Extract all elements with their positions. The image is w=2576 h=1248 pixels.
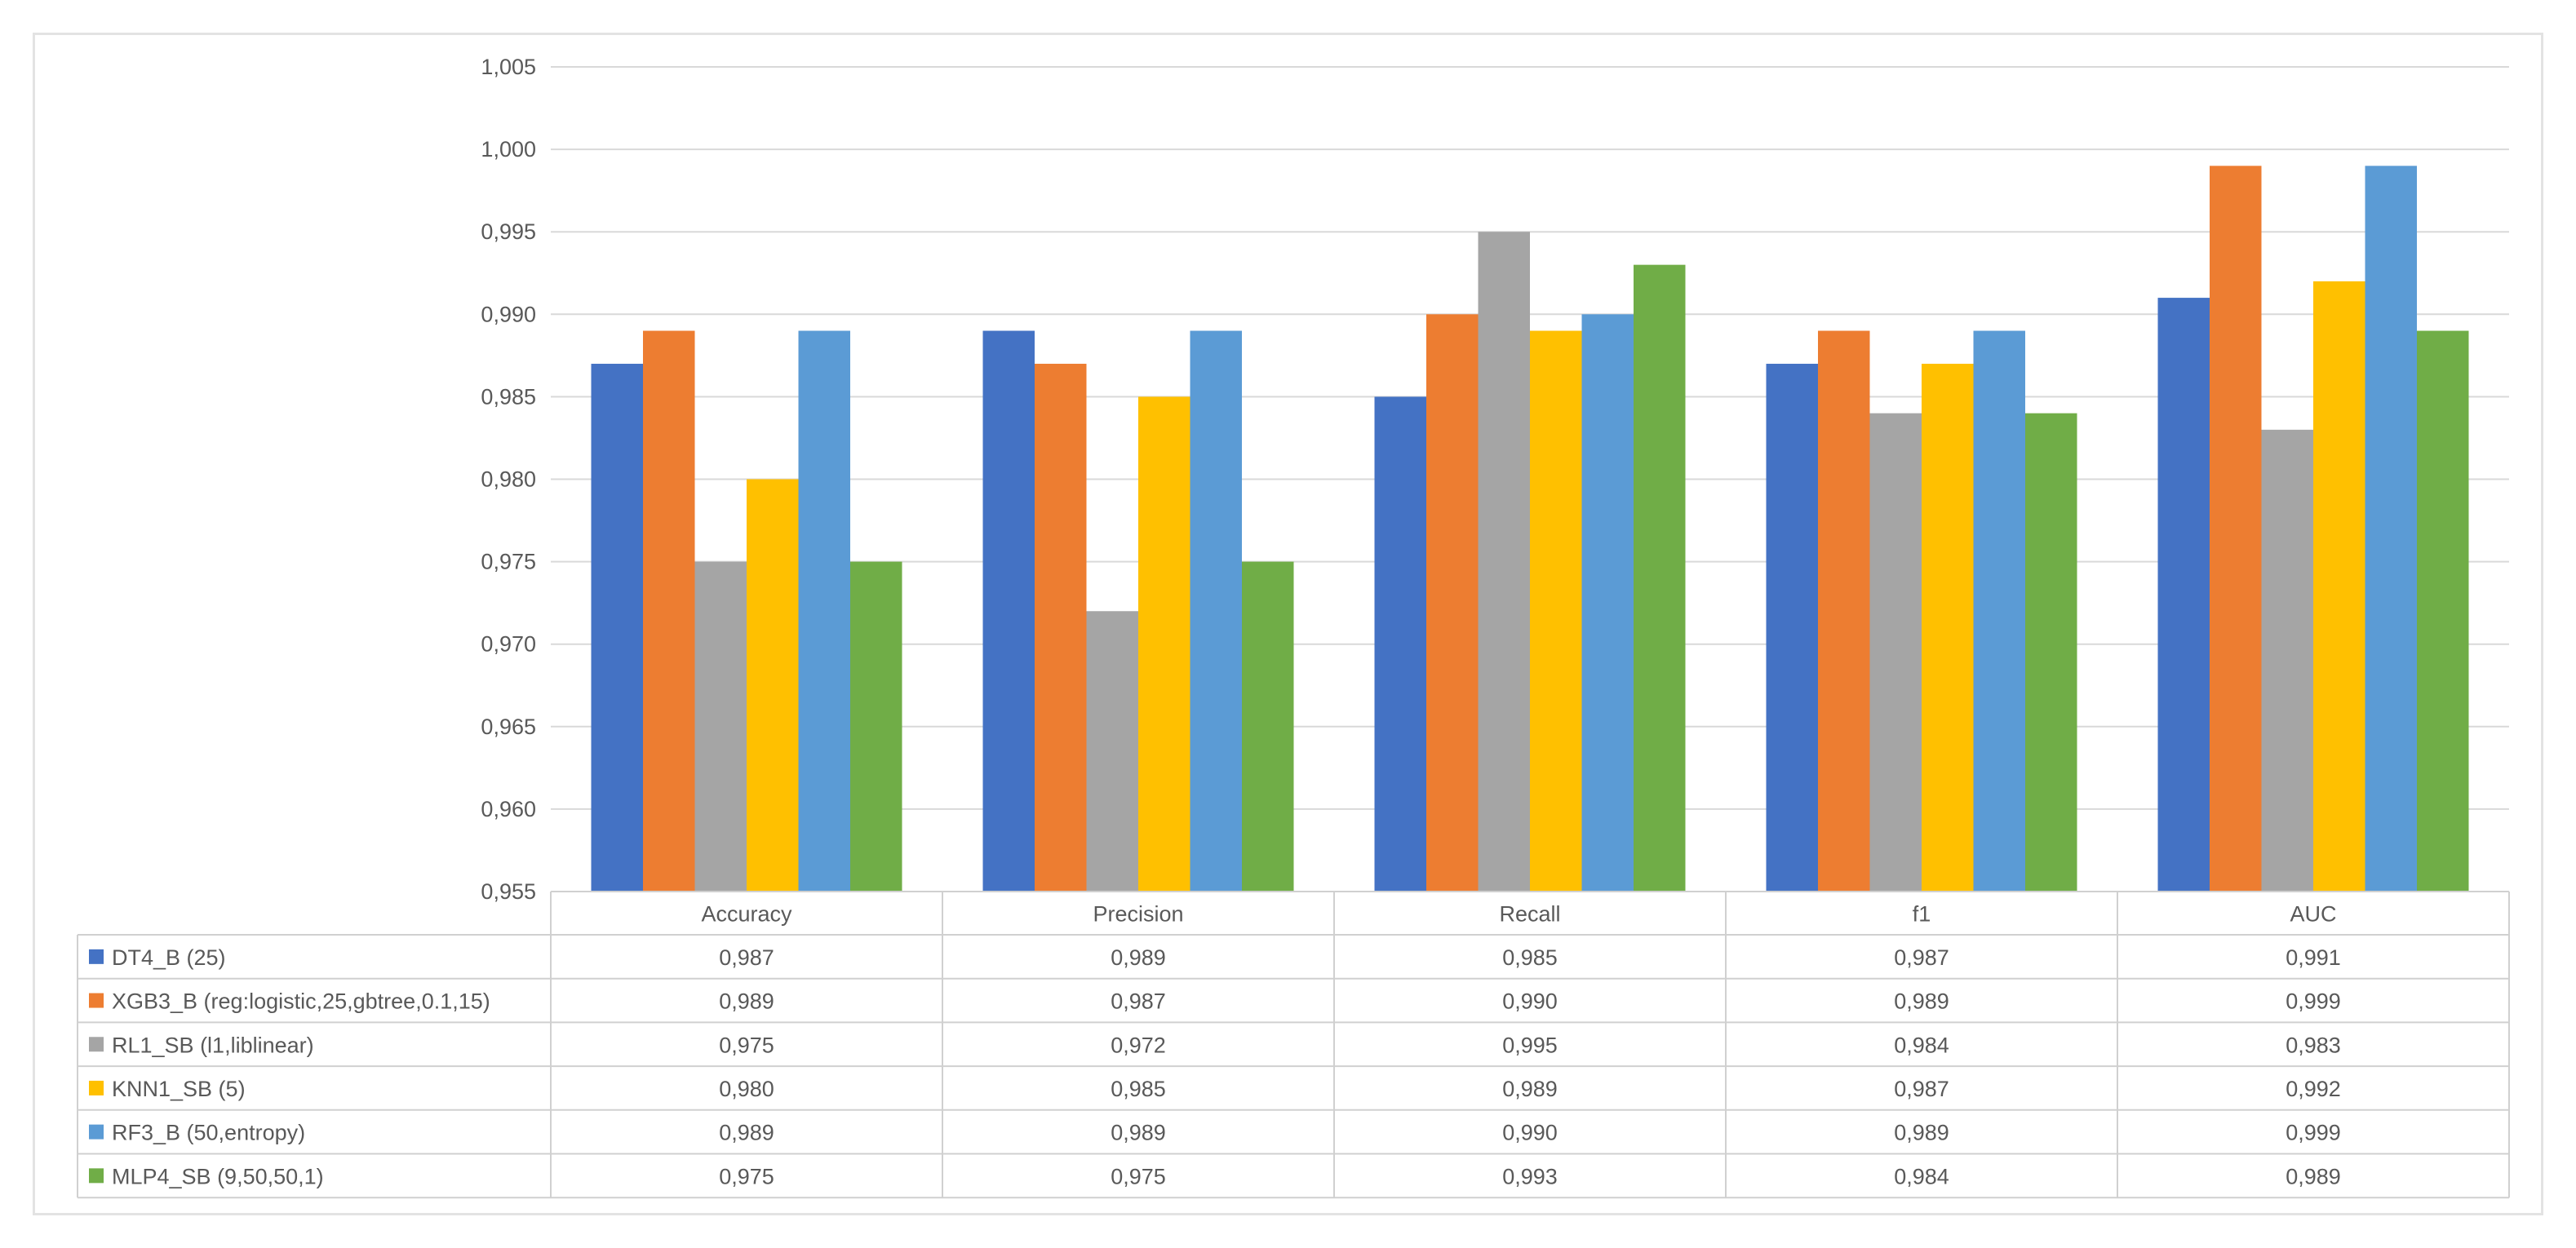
bar	[1242, 561, 1294, 892]
table-value: 0,990	[1502, 1121, 1558, 1145]
bar	[850, 561, 902, 892]
legend-key	[89, 1124, 104, 1140]
legend-label: DT4_B (25)	[112, 945, 226, 970]
y-tick-label: 0,955	[481, 879, 536, 904]
table-value: 0,989	[2286, 1164, 2341, 1188]
legend-key	[89, 1080, 104, 1095]
table-value: 0,987	[1894, 945, 1949, 970]
table-value: 0,983	[2286, 1033, 2341, 1057]
y-tick-label: 0,960	[481, 797, 536, 821]
category-label: Precision	[1093, 902, 1183, 927]
bar	[1869, 413, 1922, 892]
table-value: 0,984	[1894, 1033, 1949, 1057]
legend-key	[89, 949, 104, 964]
table-value: 0,993	[1502, 1164, 1558, 1188]
bar	[694, 561, 747, 892]
chart-frame	[33, 33, 2543, 1215]
table-value: 0,975	[719, 1164, 774, 1188]
y-tick-label: 1,000	[481, 137, 536, 162]
bar	[2417, 330, 2469, 892]
bar	[1374, 396, 1426, 892]
table-value: 0,987	[1894, 1077, 1949, 1101]
bar	[1973, 330, 2025, 892]
legend-key	[89, 993, 104, 1008]
bar	[2210, 166, 2262, 892]
bar	[2261, 429, 2313, 892]
bar	[1581, 314, 1634, 892]
bar	[2313, 281, 2365, 892]
bar	[1190, 330, 1242, 892]
bar	[2157, 298, 2210, 892]
bar	[1634, 264, 1686, 892]
bar	[591, 363, 643, 892]
legend-label: RF3_B (50,entropy)	[112, 1121, 305, 1145]
table-value: 0,991	[2286, 945, 2341, 970]
category-label: AUC	[2290, 902, 2336, 927]
table-value: 0,987	[1111, 989, 1166, 1014]
table-value: 0,989	[719, 989, 774, 1014]
legend-key	[89, 1037, 104, 1052]
bar	[1426, 314, 1479, 892]
table-value: 0,989	[1894, 989, 1949, 1014]
y-tick-label: 1,005	[481, 55, 536, 79]
y-tick-label: 0,975	[481, 550, 536, 574]
table-value: 0,985	[1111, 1077, 1166, 1101]
table-value: 0,984	[1894, 1164, 1949, 1188]
table-value: 0,989	[1502, 1077, 1558, 1101]
legend-label: KNN1_SB (5)	[112, 1077, 246, 1101]
table-value: 0,975	[719, 1033, 774, 1057]
bar	[1818, 330, 1870, 892]
bar	[1478, 232, 1530, 892]
bar	[1530, 330, 1582, 892]
bar	[643, 330, 695, 892]
table-value: 0,989	[1111, 945, 1166, 970]
category-label: Accuracy	[701, 902, 792, 927]
legend-label: MLP4_SB (9,50,50,1)	[112, 1164, 324, 1188]
table-value: 0,975	[1111, 1164, 1166, 1188]
table-value: 0,995	[1502, 1033, 1558, 1057]
table-value: 0,989	[719, 1121, 774, 1145]
table-value: 0,987	[719, 945, 774, 970]
table-value: 0,989	[1111, 1121, 1166, 1145]
table-value: 0,999	[2286, 989, 2341, 1014]
y-tick-label: 0,985	[481, 384, 536, 409]
bar	[1138, 396, 1190, 892]
y-tick-label: 0,990	[481, 302, 536, 326]
bar	[2025, 413, 2077, 892]
bar	[1766, 363, 1818, 892]
y-tick-label: 0,980	[481, 467, 536, 492]
bar	[1086, 611, 1138, 892]
table-value: 0,985	[1502, 945, 1558, 970]
y-tick-label: 0,965	[481, 715, 536, 739]
bar	[2365, 166, 2417, 892]
bar	[1035, 363, 1087, 892]
y-tick-label: 0,970	[481, 632, 536, 657]
bar	[798, 330, 850, 892]
table-value: 0,992	[2286, 1077, 2341, 1101]
table-value: 0,990	[1502, 989, 1558, 1014]
bar	[747, 479, 799, 892]
legend-label: RL1_SB (l1,liblinear)	[112, 1033, 314, 1057]
legend-key	[89, 1168, 104, 1184]
table-value: 0,972	[1111, 1033, 1166, 1057]
table-value: 0,989	[1894, 1121, 1949, 1145]
category-label: Recall	[1499, 902, 1560, 927]
bar	[982, 330, 1035, 892]
legend-label: XGB3_B (reg:logistic,25,gbtree,0.1,15)	[112, 989, 490, 1014]
table-value: 0,980	[719, 1077, 774, 1101]
y-tick-label: 0,995	[481, 219, 536, 244]
category-label: f1	[1913, 902, 1931, 927]
bar	[1922, 363, 1974, 892]
table-value: 0,999	[2286, 1121, 2341, 1145]
